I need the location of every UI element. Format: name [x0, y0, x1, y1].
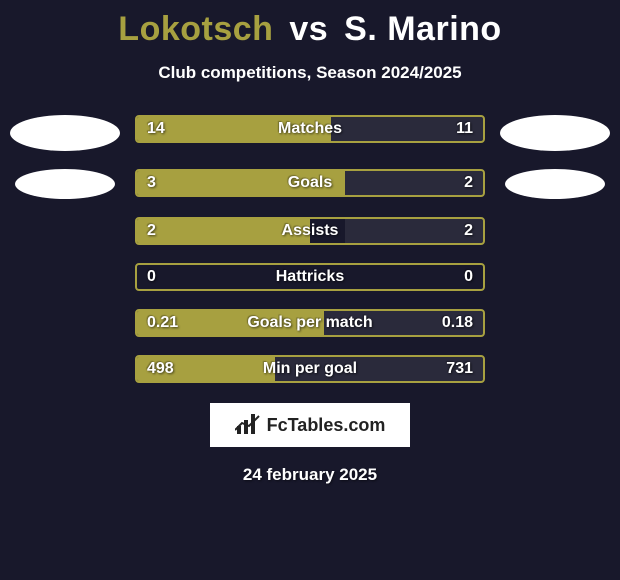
- spacer: [0, 309, 130, 337]
- subtitle: Club competitions, Season 2024/2025: [0, 63, 620, 83]
- player1-club-cell-2: [0, 169, 130, 199]
- stat-text: 0 Hattricks 0: [137, 265, 483, 289]
- stat-label: Matches: [137, 120, 483, 138]
- stat-bar: 0 Hattricks 0: [135, 263, 485, 291]
- spacer: [490, 217, 620, 245]
- stat-value-right: 731: [446, 360, 473, 378]
- player1-name: Lokotsch: [118, 10, 273, 48]
- spacer: [0, 263, 130, 291]
- spacer: [0, 355, 130, 383]
- stat-bar: 14 Matches 11: [135, 115, 485, 143]
- player2-club-cell: [490, 115, 620, 151]
- stat-text: 0.21 Goals per match 0.18: [137, 311, 483, 335]
- comparison-infographic: Lokotsch vs S. Marino Club competitions,…: [0, 0, 620, 485]
- player1-club-badge-2: [15, 169, 115, 199]
- stat-value-right: 0: [464, 268, 473, 286]
- stat-bar: 498 Min per goal 731: [135, 355, 485, 383]
- spacer: [0, 217, 130, 245]
- stat-bar: 2 Assists 2: [135, 217, 485, 245]
- vs-separator: vs: [289, 10, 328, 48]
- player2-name: S. Marino: [344, 10, 502, 48]
- stat-value-right: 0.18: [442, 314, 473, 332]
- stat-text: 14 Matches 11: [137, 117, 483, 141]
- spacer: [490, 309, 620, 337]
- player1-club-cell: [0, 115, 130, 151]
- stat-bar: 3 Goals 2: [135, 169, 485, 197]
- stat-value-right: 11: [456, 120, 473, 138]
- stat-text: 3 Goals 2: [137, 171, 483, 195]
- stat-value-right: 2: [464, 222, 473, 240]
- stat-value-left: 2: [147, 222, 156, 240]
- footer-date: 24 february 2025: [0, 465, 620, 485]
- player2-club-cell-2: [490, 169, 620, 199]
- branding-text: FcTables.com: [267, 415, 386, 436]
- player2-club-badge-2: [505, 169, 605, 199]
- player2-club-badge: [500, 115, 610, 151]
- spacer: [490, 263, 620, 291]
- stat-bar: 0.21 Goals per match 0.18: [135, 309, 485, 337]
- stat-label: Goals: [137, 174, 483, 192]
- stat-value-right: 2: [464, 174, 473, 192]
- player1-club-badge: [10, 115, 120, 151]
- stat-value-left: 498: [147, 360, 174, 378]
- stats-grid: 14 Matches 11 3 Goals 2: [0, 115, 620, 383]
- page-title: Lokotsch vs S. Marino: [0, 10, 620, 49]
- chart-icon: [235, 414, 261, 436]
- stat-label: Min per goal: [137, 360, 483, 378]
- stat-text: 2 Assists 2: [137, 219, 483, 243]
- spacer: [490, 355, 620, 383]
- stat-value-left: 0: [147, 268, 156, 286]
- branding-box: FcTables.com: [210, 403, 410, 447]
- stat-value-left: 14: [147, 120, 165, 138]
- stat-value-left: 3: [147, 174, 156, 192]
- stat-label: Goals per match: [137, 314, 483, 332]
- stat-label: Assists: [137, 222, 483, 240]
- stat-value-left: 0.21: [147, 314, 178, 332]
- stat-text: 498 Min per goal 731: [137, 357, 483, 381]
- stat-label: Hattricks: [137, 268, 483, 286]
